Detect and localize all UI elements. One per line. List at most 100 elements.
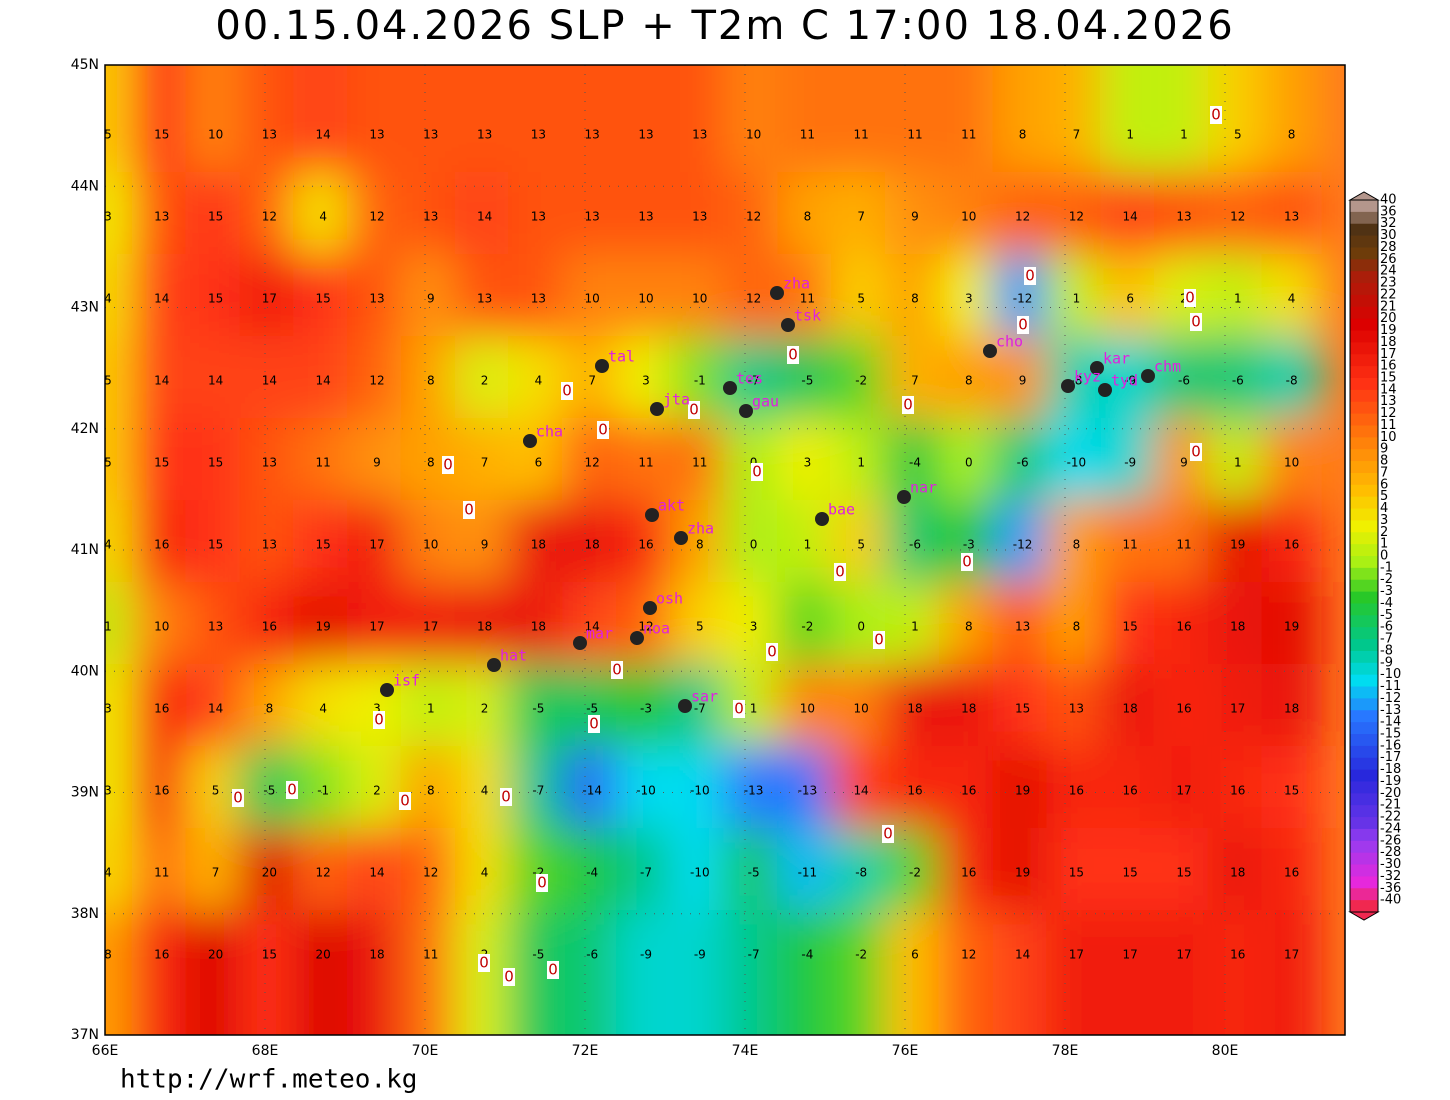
grid-value: 12 xyxy=(316,866,331,880)
grid-value: 1 xyxy=(427,702,435,716)
temperature-cell xyxy=(723,90,784,180)
colorbar-swatch xyxy=(1350,852,1378,866)
grid-value: 11 xyxy=(154,866,169,880)
grid-value: 3 xyxy=(642,374,650,388)
footer-url: http://wrf.meteo.kg xyxy=(120,1065,417,1095)
grid-value: 5 xyxy=(1234,128,1242,142)
temperature-cell xyxy=(131,582,192,672)
temperature-cell xyxy=(508,582,569,672)
temperature-cell xyxy=(938,418,999,508)
temperature-cell xyxy=(723,910,784,1000)
colorbar-label: -19 xyxy=(1380,774,1401,789)
grid-value: 11 xyxy=(1176,538,1191,552)
grid-value: 17 xyxy=(1284,948,1299,962)
grid-value: 16 xyxy=(1230,948,1245,962)
grid-value: 0 xyxy=(857,620,865,634)
grid-value: 16 xyxy=(1230,784,1245,798)
colorbar-label: -32 xyxy=(1380,869,1401,884)
colorbar-label: 30 xyxy=(1380,228,1397,243)
lat-label: 44N xyxy=(71,178,99,194)
temperature-cell xyxy=(562,500,623,590)
temperature-cell xyxy=(1046,582,1107,672)
temperature-cell xyxy=(1100,910,1161,1000)
colorbar-label: -1 xyxy=(1380,560,1393,575)
grid-value: 2 xyxy=(481,702,489,716)
station-dot xyxy=(523,434,537,448)
temperature-cell xyxy=(723,336,784,426)
station-label: zha xyxy=(783,275,810,293)
colorbar-swatch xyxy=(1350,366,1378,379)
grid-value: 12 xyxy=(1015,210,1030,224)
grid-value: 8 xyxy=(104,948,112,962)
temperature-cell xyxy=(992,418,1053,508)
temperature-cell xyxy=(777,90,838,180)
temperature-cell xyxy=(885,336,945,426)
grid-value: 17 xyxy=(1123,948,1138,962)
contour-label-box xyxy=(787,346,799,364)
colorbar-swatch xyxy=(1350,283,1378,296)
temperature-cell xyxy=(347,746,407,836)
grid-value: 9 xyxy=(911,210,919,224)
colorbar-label: 5 xyxy=(1380,489,1388,504)
temperature-cell xyxy=(400,90,461,180)
contour-label-box xyxy=(961,553,973,571)
contour-label-box xyxy=(232,789,244,807)
temperature-cell xyxy=(616,65,676,95)
temperature-cell xyxy=(508,65,569,95)
temperature-cell xyxy=(1046,910,1107,1000)
colorbar-swatch xyxy=(1350,271,1378,284)
grid-value: -8 xyxy=(855,866,867,880)
grid-value: 5 xyxy=(104,128,112,142)
temperature-cell xyxy=(831,995,892,1035)
temperature-cell xyxy=(723,172,784,262)
contour-label: 0 xyxy=(612,661,622,679)
grid-value: 1 xyxy=(750,702,758,716)
temperature-cell xyxy=(885,995,945,1035)
colorbar-swatch xyxy=(1350,722,1378,735)
temperature-cell xyxy=(992,910,1053,1000)
grid-value: 4 xyxy=(481,866,489,880)
colorbar-swatch xyxy=(1350,437,1378,450)
lat-label: 43N xyxy=(71,300,99,316)
grid-value: -4 xyxy=(586,866,598,880)
grid-value: 13 xyxy=(477,292,492,306)
colorbar-swatch xyxy=(1350,294,1378,308)
temperature-cell xyxy=(1154,500,1214,590)
grid-value: 14 xyxy=(1123,210,1138,224)
station-label: tal xyxy=(608,348,635,366)
temperature-cell xyxy=(131,995,192,1035)
temperature-cell xyxy=(831,336,892,426)
station-label: mar xyxy=(586,625,613,643)
temperature-cell xyxy=(239,418,300,508)
temperature-cell xyxy=(1154,418,1214,508)
temperature-cell xyxy=(185,90,246,180)
station-label: chm xyxy=(1154,358,1181,376)
station-dot xyxy=(678,699,692,713)
colorbar-label: 28 xyxy=(1380,240,1397,255)
temperature-cell xyxy=(885,746,945,836)
grid-value: 17 xyxy=(1230,702,1245,716)
grid-value: 12 xyxy=(369,210,384,224)
station-label: gau xyxy=(752,393,779,411)
temperature-cell xyxy=(831,746,892,836)
temperature-cell xyxy=(885,254,945,344)
grid-value: -4 xyxy=(801,948,813,962)
colorbar-swatch xyxy=(1350,650,1378,664)
station-dot xyxy=(983,344,997,358)
colorbar-label: 3 xyxy=(1380,513,1388,528)
grid-value: -5 xyxy=(748,866,760,880)
lat-label: 39N xyxy=(71,785,99,801)
colorbar-swatch xyxy=(1350,674,1378,688)
colorbar-swatch xyxy=(1350,734,1378,747)
colorbar-swatch xyxy=(1350,757,1378,771)
grid-value: 10 xyxy=(1284,456,1299,470)
grid-value: 4 xyxy=(319,702,327,716)
contour-label-box xyxy=(902,396,914,414)
map-title: 00.15.04.2026 SLP + T2m C 17:00 18.04.20… xyxy=(215,3,1234,49)
contour-label: 0 xyxy=(903,396,913,414)
temperature-cell xyxy=(293,90,354,180)
temperature-cell xyxy=(1154,746,1214,836)
temperature-cell xyxy=(239,995,300,1035)
grid-value: 14 xyxy=(262,374,277,388)
grid-value: 15 xyxy=(1284,784,1299,798)
